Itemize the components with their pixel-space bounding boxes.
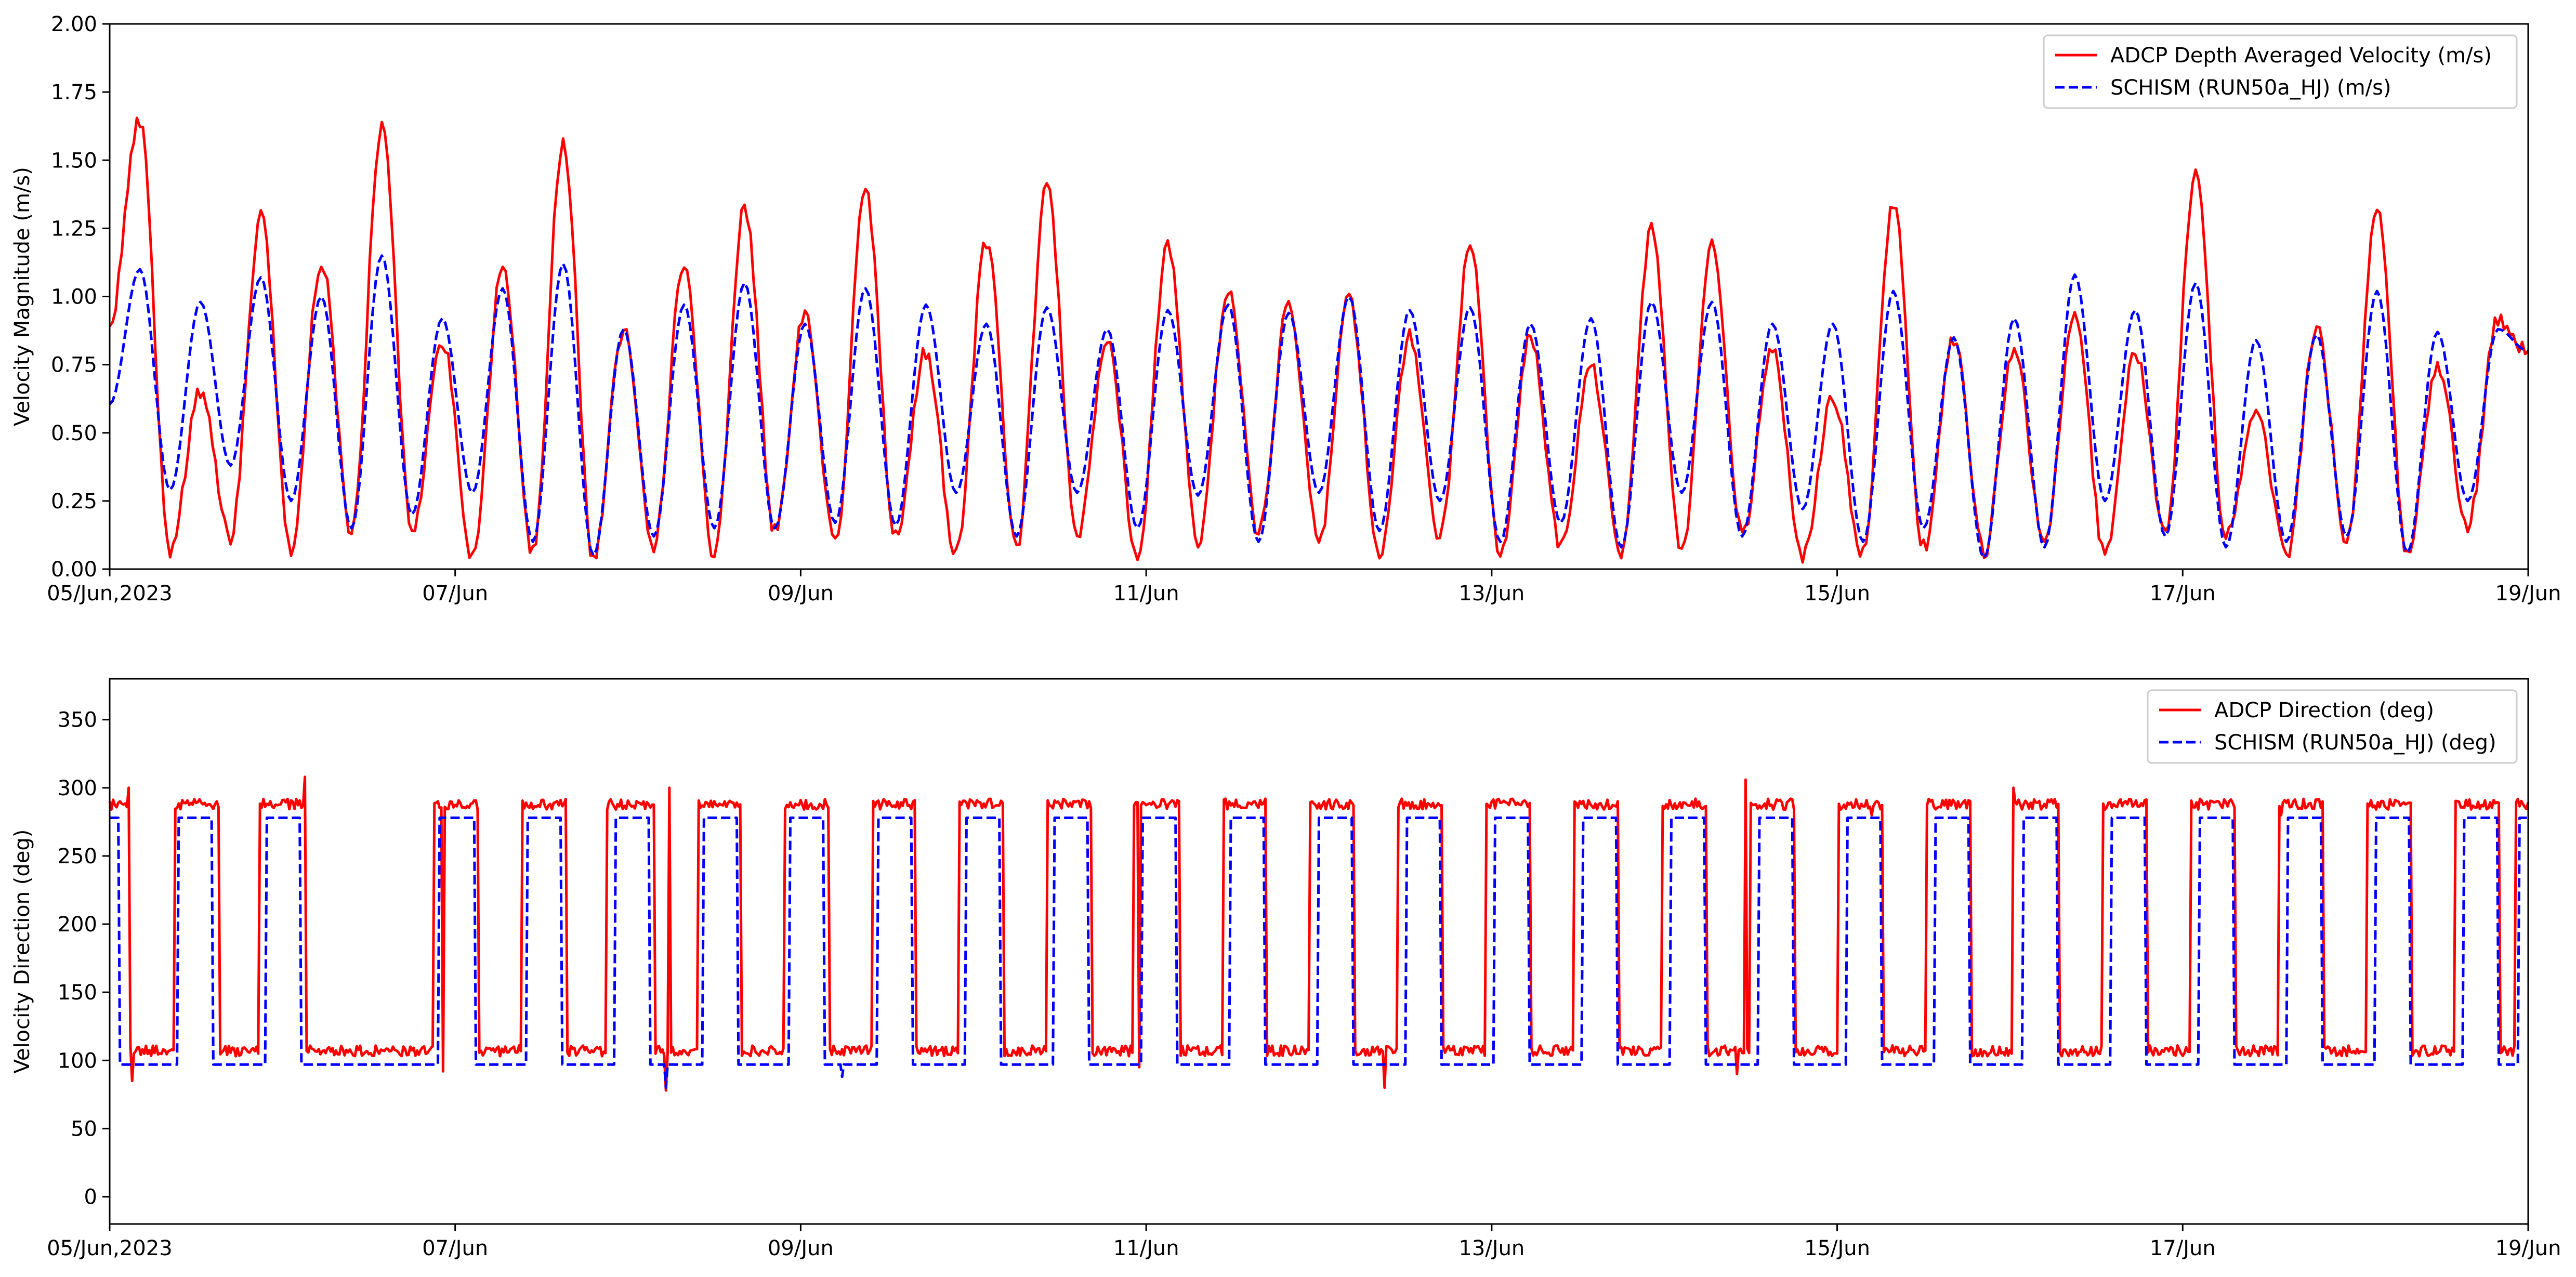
y-tick-label: 1.75 (51, 81, 97, 104)
y-tick-label: 1.00 (51, 285, 97, 309)
adcp-direction-line-group (108, 775, 2530, 1092)
y-tick-label: 350 (58, 708, 97, 732)
x-tick-label: 05/Jun,2023 (47, 1236, 172, 1260)
direction-legend-box (2147, 689, 2518, 764)
y-tick-label: 0.75 (51, 353, 97, 377)
direction-y-ticks: 0 50 100 150 200 250 300 350 (58, 708, 110, 1209)
direction-x-ticks: 05/Jun,2023 07/Jun 09/Jun 11/Jun 13/Jun 15/Ju… (47, 1224, 2561, 1260)
y-tick-label: 150 (58, 981, 97, 1005)
direction-plot-area (108, 775, 2530, 1092)
y-tick-label: 50 (71, 1117, 97, 1141)
y-tick-label: 250 (58, 845, 97, 868)
x-tick-label: 07/Jun (422, 1236, 488, 1260)
y-tick-label: 0.00 (51, 558, 97, 582)
legend-label-schism-direction: SCHISM (RUN50a_HJ) (deg) (2214, 731, 2496, 755)
magnitude-legend-box (2043, 34, 2518, 109)
x-tick-label: 13/Jun (1458, 1236, 1524, 1260)
x-tick-label: 13/Jun (1458, 582, 1524, 605)
y-tick-label: 1.25 (51, 217, 97, 241)
y-tick-label: 100 (58, 1049, 97, 1073)
y-tick-label: 0.25 (51, 490, 97, 514)
direction-panel: 05/Jun,2023 07/Jun 09/Jun 11/Jun 13/Jun 15/Ju… (10, 678, 2561, 1260)
schism-velocity-line-group (109, 254, 2529, 560)
direction-legend: ADCP Direction (deg) SCHISM (RUN50a_HJ) … (2147, 689, 2518, 764)
magnitude-plot-area (108, 116, 2529, 564)
magnitude-panel: 05/Jun,2023 07/Jun 09/Jun 11/Jun 13/Jun 15/Ju… (10, 12, 2561, 605)
y-tick-label: 1.50 (51, 149, 97, 173)
x-tick-label: 19/Jun (2495, 582, 2561, 605)
legend-label-schism-velocity: SCHISM (RUN50a_HJ) (m/s) (2110, 76, 2391, 100)
x-tick-label: 17/Jun (2150, 1236, 2216, 1260)
magnitude-y-axis-label: Velocity Magnitude (m/s) (10, 167, 34, 426)
x-tick-label: 09/Jun (768, 1236, 834, 1260)
x-tick-label: 19/Jun (2495, 1236, 2561, 1260)
x-tick-label: 17/Jun (2150, 582, 2216, 605)
x-tick-label: 15/Jun (1804, 1236, 1870, 1260)
legend-label-adcp-velocity: ADCP Depth Averaged Velocity (m/s) (2110, 44, 2492, 68)
x-tick-label: 09/Jun (768, 582, 834, 605)
y-tick-label: 300 (58, 776, 97, 800)
direction-axes-frame (109, 678, 2529, 1225)
y-tick-label: 0 (84, 1186, 97, 1209)
x-tick-label: 07/Jun (422, 582, 488, 605)
y-tick-label: 2.00 (51, 12, 97, 36)
x-tick-label: 15/Jun (1804, 582, 1870, 605)
legend-label-adcp-direction: ADCP Direction (deg) (2214, 699, 2434, 722)
y-tick-label: 0.50 (51, 422, 97, 445)
magnitude-y-ticks: 0.00 0.25 0.50 0.75 1.00 1.25 1.50 1.75 2.00 (51, 12, 110, 582)
schism-direction-line-group (110, 817, 2528, 1089)
magnitude-legend: ADCP Depth Averaged Velocity (m/s) SCHIS… (2043, 34, 2518, 109)
y-tick-label: 200 (58, 913, 97, 937)
x-tick-label: 11/Jun (1113, 582, 1179, 605)
x-tick-label: 05/Jun,2023 (47, 582, 172, 605)
series-line-schism (109, 254, 2529, 560)
x-tick-label: 11/Jun (1113, 1236, 1179, 1260)
magnitude-x-ticks: 05/Jun,2023 07/Jun 09/Jun 11/Jun 13/Jun 15/Ju… (47, 569, 2561, 605)
series-line-schism (110, 817, 2528, 1089)
direction-y-axis-label: Velocity Direction (deg) (10, 830, 34, 1074)
series-line-adcp (108, 775, 2530, 1092)
